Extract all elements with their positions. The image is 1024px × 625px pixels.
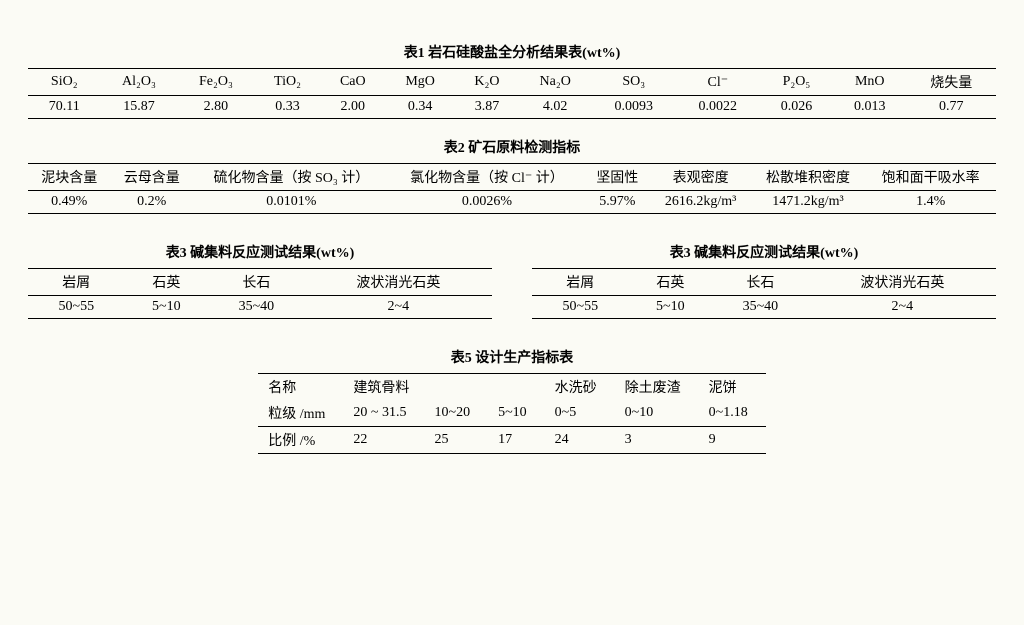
t2-c5: 2616.2kg/m³	[651, 191, 751, 214]
t1-h4: CaO	[321, 69, 385, 96]
t5-r2-1: 20 ~ 31.5	[343, 400, 424, 427]
t2-h7: 饱和面干吸水率	[865, 164, 996, 191]
t5-r1-5: 除土废渣	[615, 374, 699, 401]
table3-left-title: 表3 碱集料反应测试结果(wt%)	[28, 242, 492, 262]
t3r-h2: 长石	[712, 269, 809, 296]
t5-r1-4: 水洗砂	[545, 374, 615, 401]
t1-c2: 2.80	[177, 96, 254, 119]
t2-c1: 0.2%	[110, 191, 192, 214]
t1-h9: Cl⁻	[676, 69, 760, 96]
table3-right: 岩屑 石英 长石 波状消光石英 50~55 5~10 35~40 2~4	[532, 268, 996, 319]
t5-r2-3: 5~10	[488, 400, 545, 427]
table5-title: 表5 设计生产指标表	[28, 347, 996, 367]
t3r-c2: 35~40	[712, 296, 809, 319]
t1-c1: 15.87	[100, 96, 177, 119]
t2-h2: 硫化物含量（按 SO₃ 计）	[193, 164, 390, 191]
t1-c0: 70.11	[28, 96, 100, 119]
t1-h2: Fe₂O₃	[177, 69, 254, 96]
table-row: 50~55 5~10 35~40 2~4	[28, 296, 492, 319]
t5-r2-6: 0~1.18	[699, 400, 766, 427]
t3r-c0: 50~55	[532, 296, 629, 319]
t3l-c0: 50~55	[28, 296, 125, 319]
t1-c12: 0.77	[906, 96, 996, 119]
t2-c2: 0.0101%	[193, 191, 390, 214]
t5-r3-1: 22	[343, 427, 424, 454]
table5: 名称 建筑骨料 水洗砂 除土废渣 泥饼 粒级 /mm 20 ~ 31.5 10~…	[258, 373, 765, 454]
t3l-h0: 岩屑	[28, 269, 125, 296]
t1-c7: 4.02	[519, 96, 592, 119]
t2-c6: 1471.2kg/m³	[751, 191, 866, 214]
table2-title: 表2 矿石原料检测指标	[28, 137, 996, 157]
t2-h1: 云母含量	[110, 164, 192, 191]
table-row: 50~55 5~10 35~40 2~4	[532, 296, 996, 319]
t1-h0: SiO₂	[28, 69, 100, 96]
table-row: 70.11 15.87 2.80 0.33 2.00 0.34 3.87 4.0…	[28, 96, 996, 119]
t3l-h2: 长石	[208, 269, 305, 296]
t1-c5: 0.34	[385, 96, 455, 119]
t3l-h1: 石英	[125, 269, 208, 296]
t1-c3: 0.33	[254, 96, 320, 119]
t5-r1-2	[488, 374, 545, 401]
t3r-c1: 5~10	[629, 296, 712, 319]
t2-h5: 表观密度	[651, 164, 751, 191]
t2-c0: 0.49%	[28, 191, 110, 214]
t5-r2-4: 0~5	[545, 400, 615, 427]
t5-r2-5: 0~10	[615, 400, 699, 427]
table1: SiO₂ Al₂O₃ Fe₂O₃ TiO₂ CaO MgO K₂O Na₂O S…	[28, 68, 996, 119]
t5-r2-2: 10~20	[425, 400, 489, 427]
t2-c3: 0.0026%	[390, 191, 584, 214]
t5-r3-0: 比例 /%	[258, 427, 343, 454]
t5-r1-1: 建筑骨料	[343, 374, 488, 401]
t2-h6: 松散堆积密度	[751, 164, 866, 191]
t1-c10: 0.026	[760, 96, 833, 119]
t5-r1-6: 泥饼	[699, 374, 766, 401]
t1-h11: MnO	[833, 69, 906, 96]
t3l-h3: 波状消光石英	[305, 269, 492, 296]
t3l-c1: 5~10	[125, 296, 208, 319]
t1-h8: SO₃	[592, 69, 676, 96]
t3l-c2: 35~40	[208, 296, 305, 319]
t2-h3: 氯化物含量（按 Cl⁻ 计）	[390, 164, 584, 191]
table-row: 粒级 /mm 20 ~ 31.5 10~20 5~10 0~5 0~10 0~1…	[258, 400, 765, 427]
t1-h7: Na₂O	[519, 69, 592, 96]
t2-h4: 坚固性	[584, 164, 650, 191]
t2-h0: 泥块含量	[28, 164, 110, 191]
t5-r2-0: 粒级 /mm	[258, 400, 343, 427]
t1-h1: Al₂O₃	[100, 69, 177, 96]
t1-h3: TiO₂	[254, 69, 320, 96]
t5-r3-3: 17	[488, 427, 545, 454]
table2: 泥块含量 云母含量 硫化物含量（按 SO₃ 计） 氯化物含量（按 Cl⁻ 计） …	[28, 163, 996, 214]
t5-r1-0: 名称	[258, 374, 343, 401]
table-row: 0.49% 0.2% 0.0101% 0.0026% 5.97% 2616.2k…	[28, 191, 996, 214]
t3r-h0: 岩屑	[532, 269, 629, 296]
t1-c4: 2.00	[321, 96, 385, 119]
t1-c11: 0.013	[833, 96, 906, 119]
table3-left: 岩屑 石英 长石 波状消光石英 50~55 5~10 35~40 2~4	[28, 268, 492, 319]
t3r-h3: 波状消光石英	[809, 269, 996, 296]
t1-h6: K₂O	[455, 69, 518, 96]
t5-r3-4: 24	[545, 427, 615, 454]
t1-c9: 0.0022	[676, 96, 760, 119]
table3-right-title: 表3 碱集料反应测试结果(wt%)	[532, 242, 996, 262]
t5-r3-2: 25	[425, 427, 489, 454]
t3r-c3: 2~4	[809, 296, 996, 319]
t3l-c3: 2~4	[305, 296, 492, 319]
t1-c8: 0.0093	[592, 96, 676, 119]
t5-r3-5: 3	[615, 427, 699, 454]
t3r-h1: 石英	[629, 269, 712, 296]
t5-r3-6: 9	[699, 427, 766, 454]
table-row: 比例 /% 22 25 17 24 3 9	[258, 427, 765, 454]
t1-h10: P₂O₅	[760, 69, 833, 96]
t2-c7: 1.4%	[865, 191, 996, 214]
table3-pair: 表3 碱集料反应测试结果(wt%) 岩屑 石英 长石 波状消光石英 50~55 …	[28, 232, 996, 337]
t1-c6: 3.87	[455, 96, 518, 119]
t2-c4: 5.97%	[584, 191, 650, 214]
t1-h5: MgO	[385, 69, 455, 96]
t1-h12: 烧失量	[906, 69, 996, 96]
table-row: 名称 建筑骨料 水洗砂 除土废渣 泥饼	[258, 374, 765, 401]
table1-title: 表1 岩石硅酸盐全分析结果表(wt%)	[28, 42, 996, 62]
